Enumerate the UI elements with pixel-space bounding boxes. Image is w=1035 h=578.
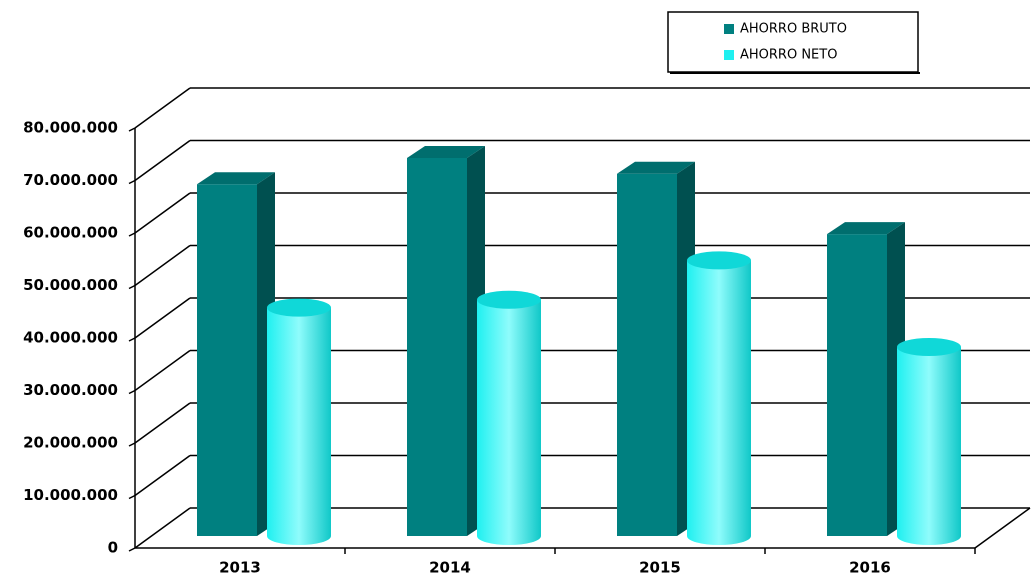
bar-front [617,173,677,536]
bar-front [407,158,467,536]
legend-box [667,11,919,73]
bar [477,290,541,545]
x-tick-label: 2014 [429,559,471,577]
grid-diagonal [134,402,191,444]
grid-diagonal [134,349,191,392]
bar-top [197,172,275,185]
bar-top [267,298,331,317]
bar [827,222,905,536]
bar-top [617,161,695,174]
y-tick-label: 70.000.000 [23,171,118,189]
legend-label: AHORRO NETO [740,48,837,63]
y-tick-label: 30.000.000 [23,381,118,399]
floor-edge [974,507,1031,549]
tick-mark [128,232,136,237]
y-tick-label: 10.000.000 [23,486,118,504]
y-tick-label: 60.000.000 [23,224,118,242]
tick-mark [128,284,136,290]
bar-body [687,260,751,536]
grid-diagonal [134,87,191,129]
grid-diagonal [134,244,191,287]
x-tick-label: 2015 [639,559,681,577]
tick-mark [128,127,136,132]
legend-swatch [724,50,734,60]
x-tick-label: 2013 [219,559,261,577]
bar [897,338,961,545]
legend-swatch [724,24,734,34]
bar-front [197,184,257,536]
grid-diagonal [134,192,191,234]
x-tick-label: 2016 [849,559,891,577]
y-tick-label: 0 [108,539,118,557]
bar [617,161,695,536]
grid-diagonal [134,507,191,549]
bar-top [477,290,541,309]
grid-diagonal [134,139,191,182]
bar-top [687,251,751,270]
tick-mark [128,547,136,552]
tick-mark [128,389,136,395]
y-tick-label: 50.000.000 [23,276,118,294]
bar [197,172,275,536]
bar [407,146,485,536]
bar [267,298,331,545]
tick-mark [128,337,136,342]
grid-diagonal [134,454,191,497]
bar-top [827,222,905,235]
bar-body [267,307,331,536]
bar-body [477,299,541,536]
bar-body [897,347,961,536]
y-tick-label: 20.000.000 [23,434,118,452]
bar-top [407,146,485,158]
legend-label: AHORRO BRUTO [740,22,847,37]
grid-diagonal [134,297,191,339]
tick-mark [128,442,136,447]
y-tick-label: 80.000.000 [23,119,118,137]
bar-front [827,234,887,536]
tick-mark [128,179,136,185]
bar-top [897,338,961,356]
tick-mark [128,494,136,500]
bar [687,251,751,545]
y-tick-label: 40.000.000 [23,329,118,347]
